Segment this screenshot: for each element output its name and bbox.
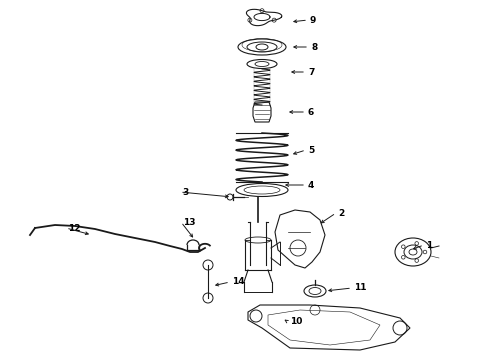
Text: 4: 4 <box>308 180 315 189</box>
Text: 14: 14 <box>232 278 245 287</box>
Text: 9: 9 <box>310 15 317 24</box>
Text: 7: 7 <box>308 68 315 77</box>
Text: 12: 12 <box>68 224 80 233</box>
Text: 6: 6 <box>308 108 314 117</box>
Text: 1: 1 <box>426 240 432 249</box>
Text: 13: 13 <box>183 217 196 226</box>
Text: 10: 10 <box>290 318 302 327</box>
Text: 11: 11 <box>354 284 367 292</box>
Text: 5: 5 <box>308 145 314 154</box>
Text: 2: 2 <box>338 208 344 217</box>
Text: 8: 8 <box>311 42 317 51</box>
Text: 3: 3 <box>182 188 188 197</box>
